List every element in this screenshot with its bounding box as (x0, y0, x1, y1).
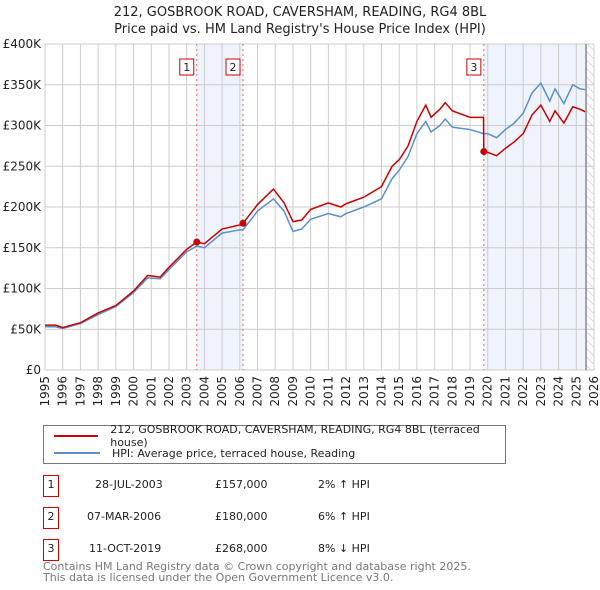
y-tick-label: £250K (3, 159, 43, 173)
x-tick-label: 2015 (392, 376, 406, 407)
sale-label-box (179, 58, 195, 76)
x-tick-label: 1995 (38, 376, 52, 407)
price-chart: £0 £50K £100K £150K £200K £250K £300K £350K £400… (3, 37, 600, 407)
x-tick-label: 1996 (56, 376, 70, 407)
x-tick-label: 2010 (304, 376, 318, 407)
y-tick-label: £0 (26, 363, 41, 377)
sale-marker-badge: 3 (43, 539, 59, 561)
x-tick-label: 2024 (552, 376, 566, 407)
y-tick-label: £350K (3, 78, 43, 92)
x-tick-label: 2022 (516, 376, 530, 407)
sale-label: 1 (183, 61, 190, 74)
x-tick-label: 2006 (233, 376, 247, 407)
sale-label-box (466, 58, 482, 76)
x-tick-label: 2013 (357, 376, 371, 407)
table-row: 1 28-JUL-2003 £157,000 2% ↑ HPI (43, 475, 543, 497)
x-tick-label: 2018 (445, 376, 459, 407)
chart-subtitle: Price paid vs. HM Land Registry's House … (114, 22, 486, 37)
x-tick-label: 2002 (162, 376, 176, 407)
y-tick-label: £400K (3, 37, 43, 51)
legend: 212, GOSBROOK ROAD, CAVERSHAM, READING, … (43, 423, 506, 464)
y-tick-label: £50K (10, 322, 42, 336)
x-tick-label: 2003 (180, 376, 194, 407)
sale-date: 07-MAR-2006 (87, 510, 162, 523)
x-tick-label: 1998 (91, 376, 105, 407)
sale-date: 28-JUL-2003 (95, 478, 163, 491)
chart-title: 212, GOSBROOK ROAD, CAVERSHAM, READING, … (113, 5, 487, 20)
sale-price: £268,000 (215, 542, 268, 555)
x-tick-label: 2005 (215, 376, 229, 407)
sale-marker-badge: 1 (43, 475, 59, 497)
footer-licence: This data is licensed under the Open Gov… (43, 571, 394, 584)
x-tick-label: 1999 (109, 376, 123, 407)
sale-price: £157,000 (215, 478, 268, 491)
x-tick-label: 2008 (268, 376, 282, 407)
x-tick-label: 2020 (481, 376, 495, 407)
series-line (45, 101, 586, 329)
x-tick-label: 2026 (587, 376, 600, 407)
sale-point (193, 238, 201, 246)
sale-label: 3 (470, 61, 477, 74)
x-tick-label: 2023 (534, 376, 548, 407)
legend-item-property: 212, GOSBROOK ROAD, CAVERSHAM, READING, … (54, 423, 505, 449)
footer-copyright: Contains HM Land Registry data © Crown c… (43, 560, 471, 573)
sale-hpi-diff: 8% ↓ HPI (318, 542, 370, 555)
legend-swatch-red (54, 435, 99, 437)
x-tick-label: 2011 (321, 376, 335, 407)
y-tick-label: £200K (3, 200, 43, 214)
sale-point (480, 148, 488, 156)
x-tick-label: 2009 (286, 376, 300, 407)
table-row: 3 11-OCT-2019 £268,000 8% ↓ HPI (43, 539, 543, 561)
legend-label: HPI: Average price, terraced house, Read… (112, 446, 356, 460)
x-tick-label: 2021 (498, 376, 512, 407)
x-tick-label: 2000 (127, 376, 141, 407)
sale-price: £180,000 (215, 510, 268, 523)
x-tick-label: 2014 (374, 376, 388, 407)
x-tick-label: 2001 (144, 376, 158, 407)
x-tick-label: 2017 (428, 376, 442, 407)
x-tick-label: 2016 (410, 376, 424, 407)
sale-point (239, 219, 247, 227)
series-line (45, 81, 586, 330)
sale-label: 2 (229, 61, 236, 74)
legend-swatch-blue (54, 452, 100, 454)
legend-label: 212, GOSBROOK ROAD, CAVERSHAM, READING, … (110, 423, 480, 449)
y-tick-label: £150K (3, 241, 43, 255)
x-tick-label: 2025 (569, 376, 583, 407)
x-tick-label: 1997 (73, 376, 87, 407)
x-tick-label: 2004 (197, 376, 211, 407)
sale-hpi-diff: 2% ↑ HPI (318, 478, 370, 491)
x-tick-label: 2019 (463, 376, 477, 407)
sale-hpi-diff: 6% ↑ HPI (318, 510, 370, 523)
sale-date: 11-OCT-2019 (89, 542, 162, 555)
sale-label-box (225, 58, 241, 76)
legend-item-hpi: HPI: Average price, terraced house, Read… (54, 445, 355, 461)
x-tick-label: 2012 (339, 376, 353, 407)
sale-marker-badge: 2 (43, 507, 59, 529)
table-row: 2 07-MAR-2006 £180,000 6% ↑ HPI (43, 507, 543, 529)
x-tick-label: 2007 (251, 376, 265, 407)
y-tick-label: £100K (3, 282, 43, 296)
y-tick-label: £300K (3, 119, 43, 133)
